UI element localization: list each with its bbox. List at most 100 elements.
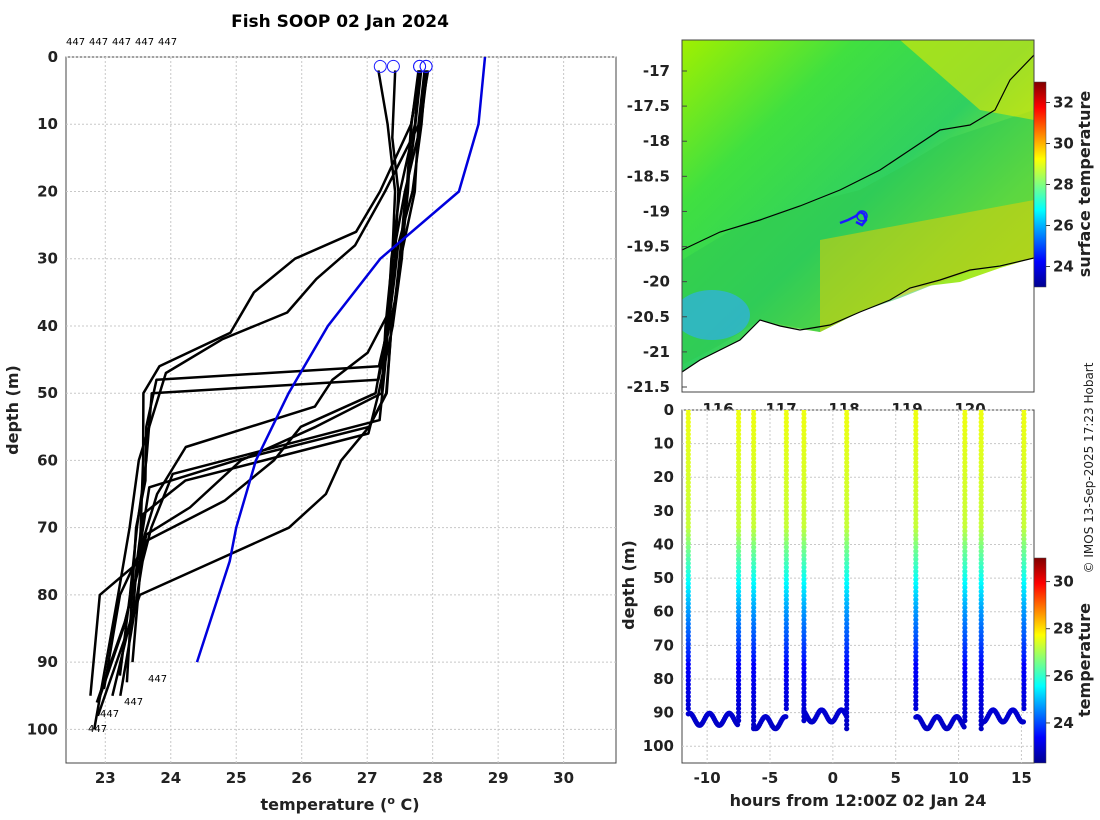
cast-point [685, 504, 691, 510]
cast-point [1021, 516, 1027, 522]
cast-point [962, 576, 968, 583]
cast-point [1021, 584, 1027, 591]
sst-colorbar-tick-label: 30 [1053, 135, 1074, 153]
cast-point [801, 415, 807, 421]
x-tick-label: 28 [422, 769, 443, 787]
cast-point [685, 693, 691, 700]
cast-point [783, 439, 789, 445]
cast-point [978, 641, 984, 647]
cast-point [685, 427, 691, 433]
cast-point [783, 556, 789, 562]
cast-point [978, 447, 984, 453]
cast-point [801, 685, 807, 691]
cast-point [1021, 560, 1027, 566]
cast-point [913, 661, 919, 667]
cast-point [844, 625, 850, 631]
cast-point [962, 500, 968, 506]
cast-point [913, 645, 919, 651]
cast-point [783, 621, 789, 627]
cast-point [962, 439, 968, 445]
cast-point [801, 560, 807, 566]
cast-point [801, 512, 807, 518]
cast-point [1021, 524, 1027, 530]
cast-point [735, 415, 742, 421]
cast-point [844, 548, 850, 554]
cast-point [685, 488, 691, 494]
cast-point [801, 633, 807, 639]
cast-point [844, 544, 850, 550]
cast-point [801, 467, 807, 474]
cast-point [735, 548, 742, 554]
cast-point [1021, 625, 1027, 631]
cast-point [844, 411, 850, 417]
cast-point [913, 455, 919, 462]
cast-point [783, 459, 789, 466]
cast-point [1021, 415, 1027, 421]
cast-point [751, 532, 757, 538]
cast-point [735, 701, 742, 708]
cast-point [751, 613, 757, 619]
cast-point [844, 512, 850, 518]
cast-point [801, 588, 807, 595]
cast-point [962, 657, 968, 663]
cast-point [913, 415, 919, 421]
cast-point [913, 576, 919, 583]
surface-marker [386, 59, 400, 73]
cast-point [735, 467, 742, 474]
cast-point [751, 605, 757, 611]
cast-point [783, 496, 789, 502]
cast-point [913, 629, 919, 635]
cast-point [783, 455, 789, 462]
cast-point [801, 480, 807, 486]
cast-point [978, 411, 984, 417]
cast-point [783, 597, 789, 603]
cast-point [962, 463, 968, 470]
cast-point [1021, 629, 1027, 635]
cast-point [801, 459, 807, 466]
sst-map [682, 40, 1034, 392]
cast-point [801, 435, 807, 441]
cast-point [1021, 512, 1027, 518]
cast-point [844, 524, 850, 530]
cast-point [735, 532, 742, 538]
cast-point [844, 601, 850, 607]
cast-point [844, 649, 850, 655]
cast-point [735, 552, 742, 558]
cast-point [844, 459, 850, 466]
cast-point [1021, 685, 1027, 691]
cast-point [751, 617, 757, 623]
cast-point [801, 451, 807, 457]
cast-point [962, 709, 968, 716]
cast-point [978, 439, 984, 445]
cast-point [1021, 669, 1027, 675]
cast-point [962, 552, 968, 558]
cast-point [735, 528, 742, 534]
profile-y-tick-labels: 0 10 20 30 40 50 60 70 80 90 100 [27, 48, 58, 738]
cast-point [801, 508, 807, 514]
cast-point [735, 540, 742, 546]
cast-point [962, 633, 968, 639]
cast-point [913, 447, 919, 453]
cast-point [978, 576, 984, 583]
cast-point [783, 653, 789, 659]
cast-point [735, 665, 742, 671]
cast-point [735, 641, 742, 647]
cast-point [751, 560, 757, 566]
cast-point [685, 705, 691, 712]
cast-point [685, 528, 691, 534]
cast-point [913, 701, 919, 708]
cast-point [913, 467, 919, 474]
y-tick-label: 90 [37, 653, 58, 671]
cast-point [685, 564, 691, 570]
cast-point [783, 504, 789, 510]
cast-point [735, 423, 742, 429]
sst-colorbar-label: surface temperature [1075, 91, 1094, 278]
cast-point [978, 621, 984, 627]
cast-point [751, 689, 757, 696]
cast-point [735, 592, 742, 599]
cast-point [962, 560, 968, 566]
cast-point [783, 528, 789, 534]
cast-point [1021, 576, 1027, 583]
cast-point [962, 431, 968, 437]
cast-point [844, 693, 850, 700]
